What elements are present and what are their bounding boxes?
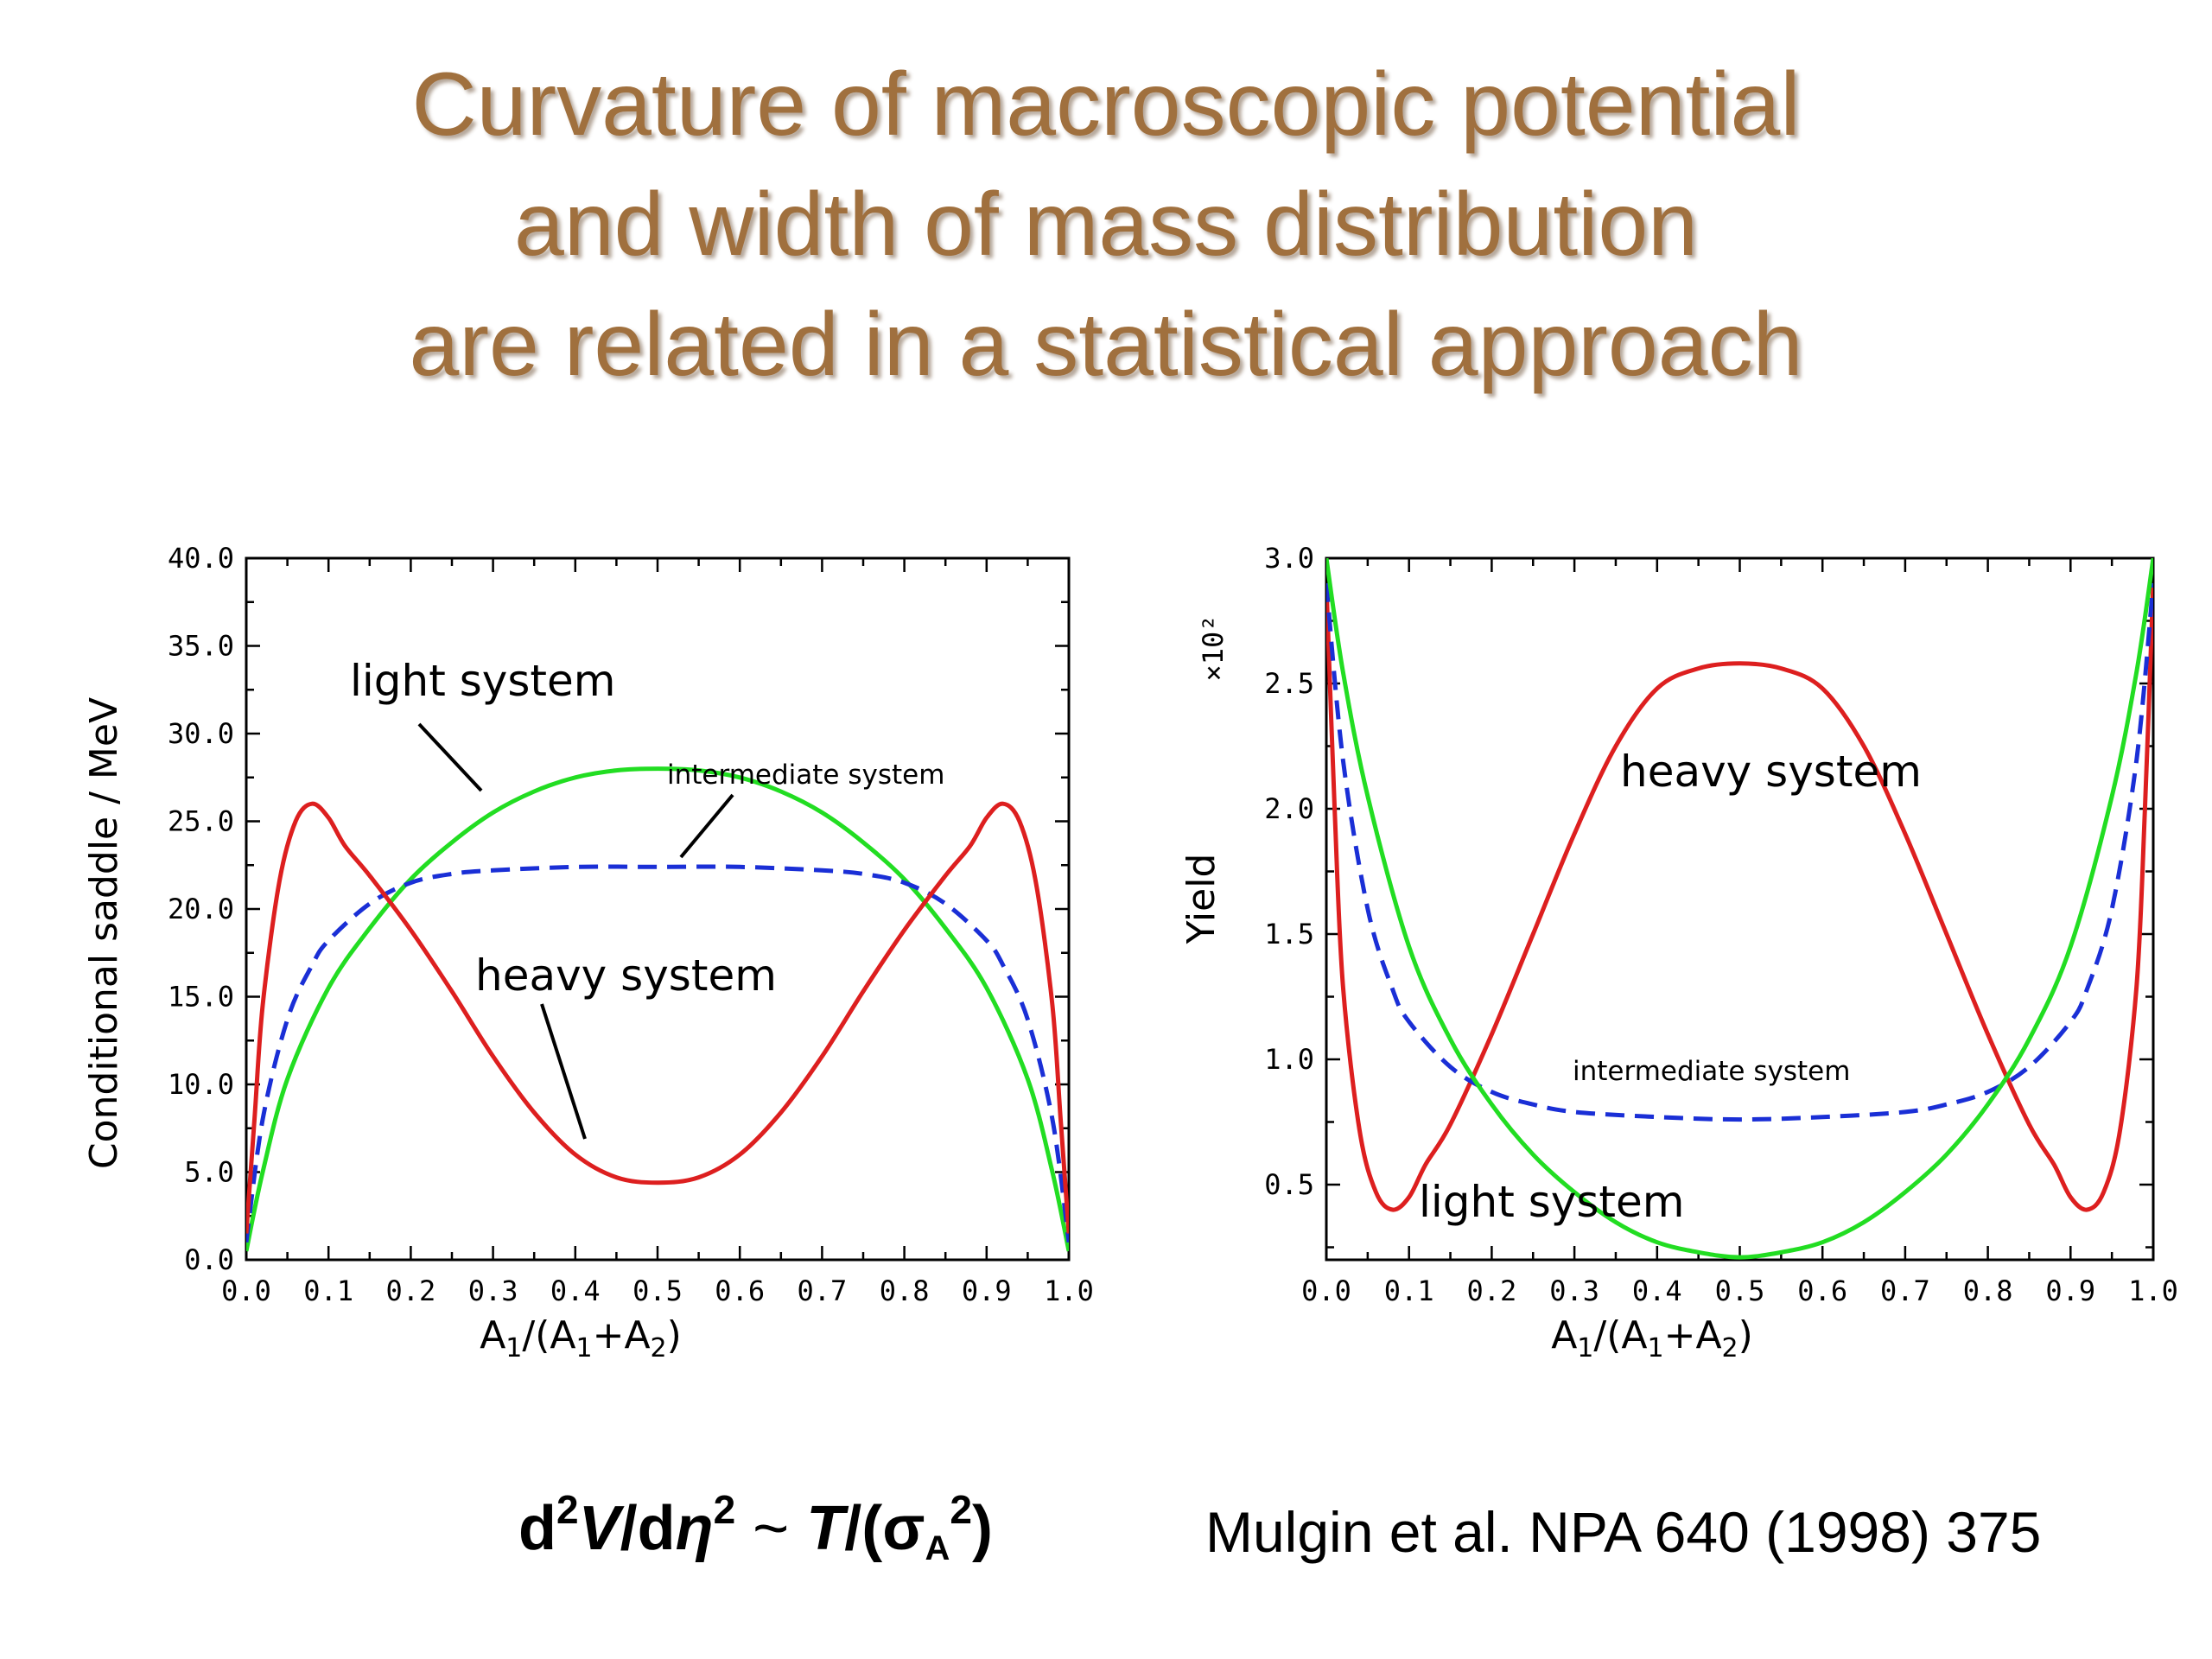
annotation-light-system: light system <box>1419 1177 1684 1227</box>
y-tick-label: 2.0 <box>1264 792 1314 825</box>
x-tick-label: 0.6 <box>1797 1274 1847 1307</box>
y-tick-label: 1.5 <box>1264 918 1314 950</box>
series-line-light-system <box>246 766 1069 1252</box>
x-axis-label: A1/(A1+A2) <box>480 1313 682 1363</box>
series-line-intermediate-system <box>246 864 1069 1243</box>
x-tick-label: 0.4 <box>1632 1274 1682 1307</box>
x-tick-label: 0.3 <box>468 1274 518 1307</box>
formula-sub: A <box>925 1529 950 1567</box>
formula: d2V/dη2 ~ T/(σA2) <box>518 1486 993 1568</box>
annotation-intermediate-system: intermediate system <box>667 760 944 791</box>
formula-d: d <box>518 1494 556 1563</box>
title-line-2: and width of mass distribution <box>513 175 1699 275</box>
annotation-light-system: light system <box>350 656 615 706</box>
x-tick-label: 0.1 <box>303 1274 353 1307</box>
title-line-3: are related in a statistical approach <box>409 295 1803 395</box>
formula-close: ) <box>971 1494 993 1563</box>
x-tick-label: 0.2 <box>1467 1274 1517 1307</box>
x-tick-label: 0.7 <box>798 1274 848 1307</box>
formula-tilde: ~ <box>735 1494 807 1563</box>
reference-citation: Mulgin et al. NPA 640 (1998) 375 <box>1205 1500 2042 1564</box>
x-tick-label: 1.0 <box>2128 1274 2178 1307</box>
x-tick-label: 0.7 <box>1880 1274 1930 1307</box>
y-tick-label: 3.0 <box>1264 542 1314 575</box>
x-tick-label: 0.5 <box>632 1274 683 1307</box>
x-tick-label: 0.2 <box>386 1274 436 1307</box>
annotation-pointer-heavy <box>540 1003 587 1140</box>
annotation-pointer-intermediate <box>679 793 734 859</box>
y-axis-label: Yield <box>1179 854 1224 945</box>
formula-slash-d: /d <box>620 1494 676 1563</box>
y-tick-label: 30.0 <box>168 717 234 750</box>
annotation-intermediate-system: intermediate system <box>1573 1056 1850 1087</box>
annotation-pointer-light <box>417 722 483 792</box>
y-axis-label: Conditional saddle / MeV <box>82 697 126 1169</box>
y-tick-label: 40.0 <box>168 542 234 575</box>
x-tick-label: 0.0 <box>1301 1274 1351 1307</box>
series-line-intermediate-system <box>1326 582 2153 1122</box>
formula-v: V <box>578 1494 620 1563</box>
yield-chart: 0.0 0.1 0.2 0.3 0.4 0.5 0.6 0.7 0.8 0.9 1.0 0.5 1.0 1… <box>1179 542 2178 1363</box>
title-line-1: Curvature of macroscopic potential <box>411 54 1801 155</box>
y-tick-label: 15.0 <box>168 981 234 1014</box>
y-tick-label: 35.0 <box>168 630 234 663</box>
y-tick-label: 0.0 <box>184 1243 234 1276</box>
x-tick-label: 0.4 <box>550 1274 601 1307</box>
x-tick-label: 1.0 <box>1044 1274 1094 1307</box>
x-axis-label: A1/(A1+A2) <box>1551 1313 1753 1363</box>
saddle-chart: 0.0 0.1 0.2 0.3 0.4 0.5 0.6 0.7 0.8 0.9 1.0 0.0 5.0 1… <box>82 542 1094 1363</box>
formula-sup: 2 <box>950 1487 972 1532</box>
series-line-light-system <box>1326 558 2153 1260</box>
x-tick-label: 0.9 <box>2045 1274 2095 1307</box>
y-tick-label: 25.0 <box>168 805 234 838</box>
series-line-heavy-system <box>246 801 1069 1234</box>
formula-eta: η <box>675 1494 714 1563</box>
y-tick-label: 2.5 <box>1264 667 1314 700</box>
y-tick-label: 0.5 <box>1264 1168 1314 1201</box>
y-scale-label: ×10² <box>1197 614 1230 681</box>
series-line-heavy-system <box>1326 582 2153 1212</box>
formula-sup: 2 <box>713 1487 736 1532</box>
y-tick-label: 20.0 <box>168 893 234 925</box>
y-tick-label: 10.0 <box>168 1068 234 1101</box>
y-tick-label: 5.0 <box>184 1156 234 1189</box>
x-tick-label: 0.8 <box>1963 1274 2013 1307</box>
y-tick-label: 1.0 <box>1264 1043 1314 1076</box>
formula-sigma: /(σ <box>844 1494 925 1563</box>
x-tick-label: 0.5 <box>1715 1274 1765 1307</box>
formula-sup: 2 <box>556 1487 579 1532</box>
annotation-heavy-system: heavy system <box>475 950 777 1001</box>
slide-title: Curvature of macroscopic potential and w… <box>0 45 2212 405</box>
x-tick-label: 0.0 <box>221 1274 271 1307</box>
formula-t: T <box>806 1494 845 1563</box>
x-tick-label: 0.9 <box>962 1274 1012 1307</box>
x-tick-label: 0.3 <box>1549 1274 1599 1307</box>
x-tick-label: 0.1 <box>1384 1274 1434 1307</box>
annotation-heavy-system: heavy system <box>1620 747 1922 797</box>
x-tick-label: 0.8 <box>880 1274 930 1307</box>
x-tick-label: 0.6 <box>715 1274 765 1307</box>
